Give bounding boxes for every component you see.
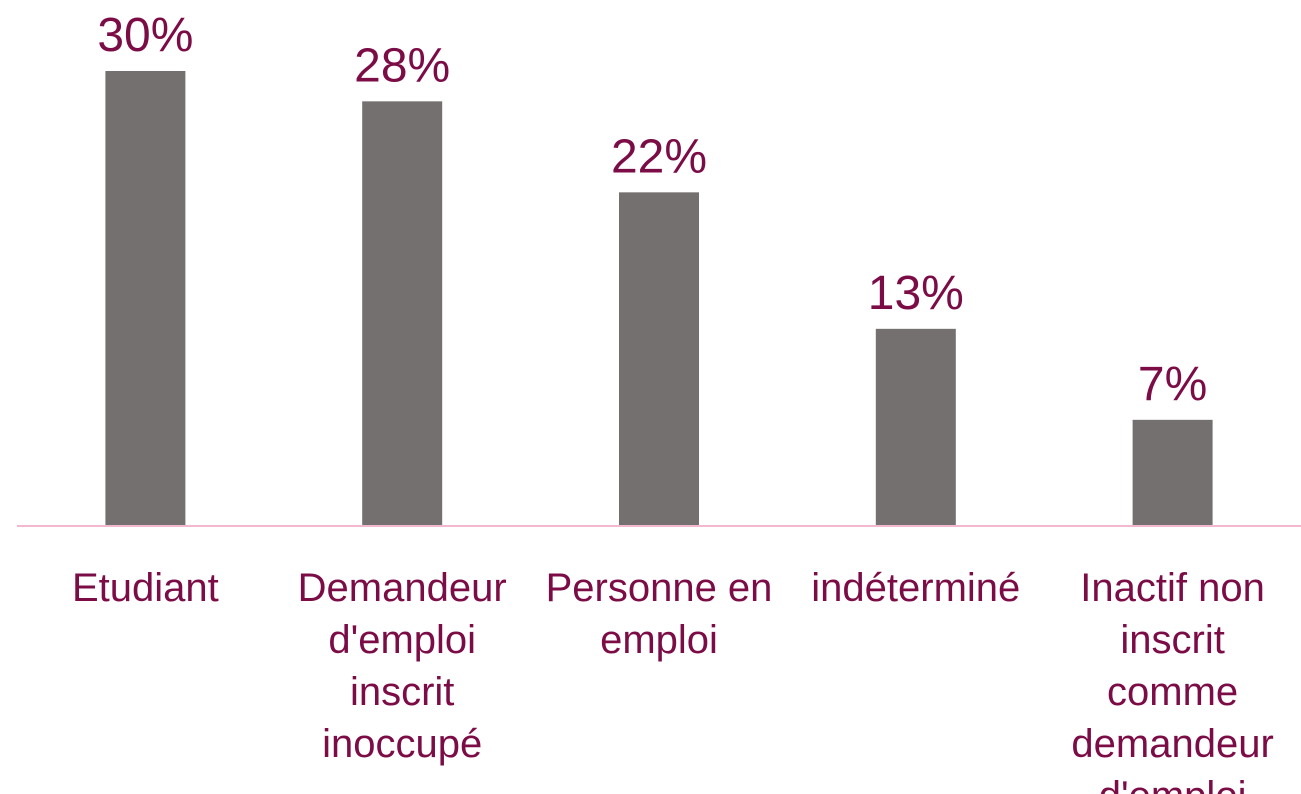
bar xyxy=(105,71,186,526)
x-tick-label: Personne en emploi xyxy=(545,566,773,662)
x-tick-label: indéterminé xyxy=(811,566,1021,610)
value-label: 13% xyxy=(868,267,964,320)
x-tick-label: Inactif non inscrit comme demandeur d'em… xyxy=(1071,566,1274,794)
value-label: 30% xyxy=(97,9,193,62)
value-label: 28% xyxy=(354,39,450,92)
value-label: 22% xyxy=(611,130,707,183)
x-tick-label: Demandeur d'emploi inscrit inoccupé xyxy=(297,566,507,766)
value-label: 7% xyxy=(1138,358,1207,411)
bar xyxy=(1132,419,1213,526)
bar xyxy=(875,328,956,526)
bar xyxy=(362,101,443,526)
bar xyxy=(619,192,699,527)
x-tick-label: Etudiant xyxy=(72,566,219,610)
